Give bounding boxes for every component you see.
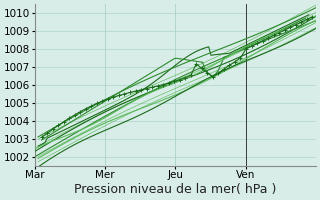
X-axis label: Pression niveau de la mer( hPa ): Pression niveau de la mer( hPa ) — [74, 183, 276, 196]
